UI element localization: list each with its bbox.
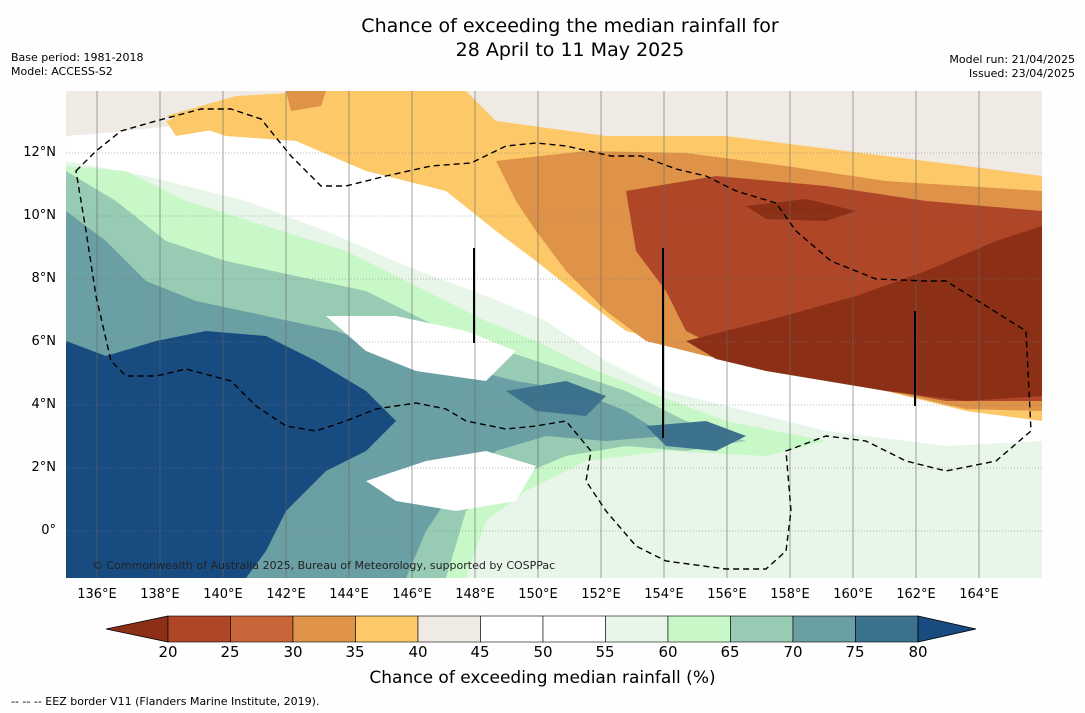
lat-label-0: 0° [41,523,56,538]
cbar-tick-45: 45 [470,643,490,661]
lon-label-152e: 152°E [581,587,621,602]
map-title: Chance of exceeding the median rainfall … [0,14,1085,62]
lon-label-142e: 142°E [266,587,306,602]
copyright-notice: © Commonwealth of Australia 2025, Bureau… [92,559,556,572]
lat-label-10n: 10°N [23,208,56,223]
lon-label-154e: 154°E [644,587,684,602]
cbar-swatch-4 [355,615,419,643]
rainfall-map [66,91,1042,578]
cbar-swatch-10 [730,615,794,643]
cbar-tick-20: 20 [158,643,178,661]
cbar-tick-50: 50 [533,643,553,661]
meta-right: Model run: 21/04/2025 Issued: 23/04/2025 [949,53,1075,81]
lon-label-136e: 136°E [77,587,117,602]
lon-label-148e: 148°E [455,587,495,602]
colorbar [106,615,977,643]
cbar-swatch-7 [542,615,606,643]
cbar-swatch-5 [417,615,481,643]
band-35-upper-left [166,96,316,136]
cbar-swatch-8 [605,615,669,643]
band-80-left [66,331,396,578]
lat-label-12n: 12°N [23,145,56,160]
lon-label-158e: 158°E [770,587,810,602]
title-line-1: Chance of exceeding the median rainfall … [361,15,779,37]
cbar-tick-55: 55 [595,643,615,661]
band-45-top [66,91,1042,251]
lat-label-4n: 4°N [31,397,57,412]
cbar-tick-30: 30 [283,643,303,661]
map-gridlines [66,152,1042,532]
lat-label-8n: 8°N [31,271,57,286]
cbar-swatch-11 [792,615,856,643]
lon-label-160e: 160°E [833,587,873,602]
colorbar-title: Chance of exceeding median rainfall (%) [369,668,716,688]
lat-label-6n: 6°N [31,334,57,349]
cbar-swatch-9 [667,615,731,643]
eez-border [75,108,1032,570]
cbar-tick-35: 35 [345,643,365,661]
lon-label-150e: 150°E [518,587,558,602]
model-run: Model run: 21/04/2025 [949,53,1075,66]
model-name: Model: ACCESS-S2 [11,65,113,78]
cbar-extend-high [917,615,977,643]
cbar-swatch-1 [167,615,231,643]
base-period: Base period: 1981-2018 [11,51,144,64]
cbar-tick-70: 70 [783,643,803,661]
cbar-tick-25: 25 [220,643,240,661]
cbar-swatch-3 [292,615,356,643]
band-20-top-2 [746,199,856,221]
band-20-top [686,226,1042,401]
band-30-upper [286,91,326,111]
lat-label-2n: 2°N [31,460,57,475]
cbar-swatch-12 [855,615,919,643]
lon-label-140e: 140°E [203,587,243,602]
issued-date: Issued: 23/04/2025 [968,67,1075,80]
lon-label-146e: 146°E [392,587,432,602]
cbar-tick-40: 40 [408,643,428,661]
cbar-swatch-6 [480,615,544,643]
cbar-swatch-2 [230,615,294,643]
lon-label-144e: 144°E [329,587,369,602]
lon-label-164e: 164°E [959,587,999,602]
lon-label-156e: 156°E [707,587,747,602]
cbar-extend-low [106,615,169,643]
eez-legend-footer: -- -- -- EEZ border V11 (Flanders Marine… [11,695,320,708]
meta-left: Base period: 1981-2018 Model: ACCESS-S2 [11,51,143,79]
title-line-2: 28 April to 11 May 2025 [455,39,685,61]
longitude-boundary-lines [473,248,916,438]
band-white-mid [326,316,536,511]
cbar-tick-75: 75 [845,643,865,661]
band-75-mid [506,381,746,451]
cbar-tick-80: 80 [908,643,928,661]
cbar-tick-60: 60 [658,643,678,661]
lon-label-162e: 162°E [896,587,936,602]
lon-label-138e: 138°E [140,587,180,602]
cbar-tick-65: 65 [720,643,740,661]
